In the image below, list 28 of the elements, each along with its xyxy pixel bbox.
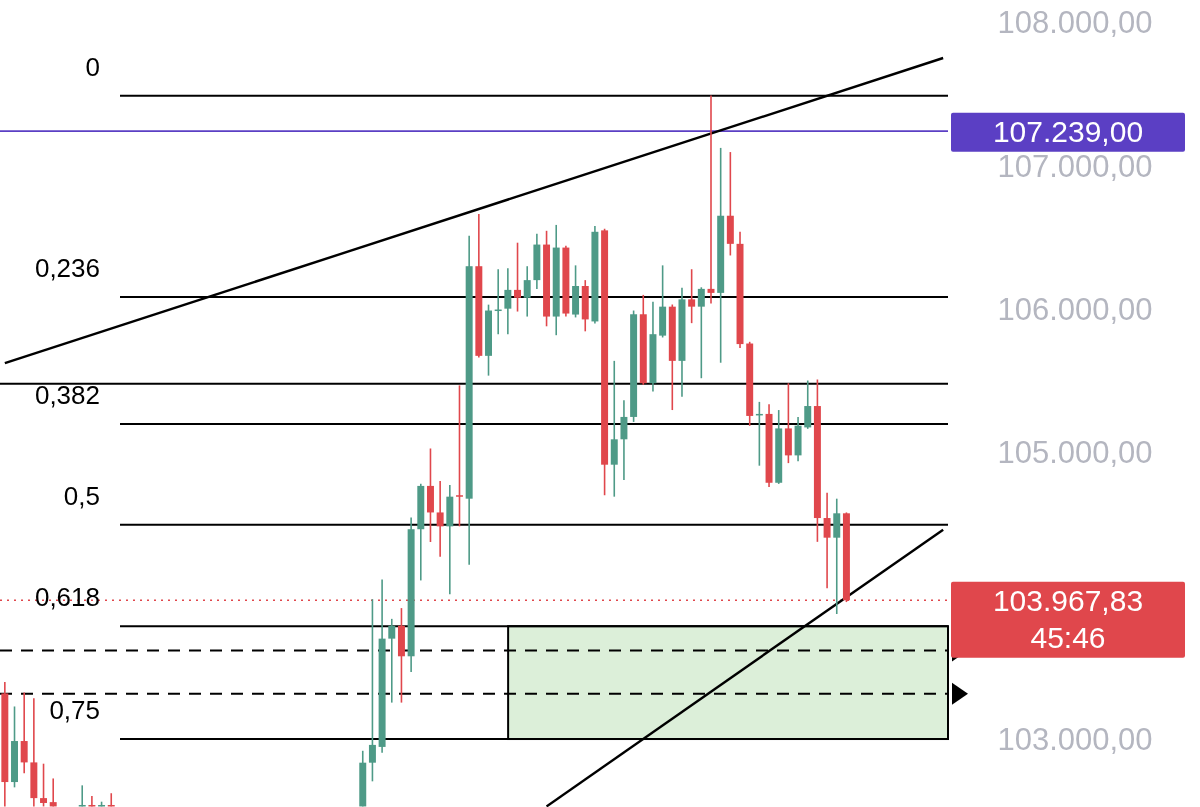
annotation: 0,618 <box>34 582 100 613</box>
candlestick <box>40 762 48 807</box>
y-tick-label: 105.000,00 <box>997 435 1153 471</box>
candlestick <box>456 384 463 528</box>
annotation: 0,382 <box>34 380 100 411</box>
candlestick <box>697 286 705 380</box>
candlestick <box>804 379 812 430</box>
y-tick-label: 106.000,00 <box>997 291 1153 327</box>
candlestick <box>49 777 57 807</box>
y-tick-label: 108.000,00 <box>997 5 1153 41</box>
candlestick <box>20 691 28 774</box>
annotation: 0 <box>85 51 100 82</box>
candlestick <box>688 268 696 324</box>
candlestick <box>514 241 522 313</box>
candlestick <box>368 598 376 783</box>
ref-line-label: 103.967,83 45:46 <box>992 584 1144 655</box>
candlestick <box>388 618 396 704</box>
annotation: 0,5 <box>63 480 100 511</box>
y-tick-label: 103.000,00 <box>997 722 1153 758</box>
candlestick <box>436 480 444 558</box>
y-tick-label: 107.000,00 <box>997 148 1153 184</box>
annotation: 0,236 <box>34 252 100 283</box>
candlestick <box>523 265 531 318</box>
annotation: 0,75 <box>49 695 100 726</box>
candlestick <box>823 492 831 590</box>
ref-line-label: 107.239,00 <box>992 114 1144 148</box>
candlestick <box>504 267 512 335</box>
candlestick <box>620 399 628 481</box>
